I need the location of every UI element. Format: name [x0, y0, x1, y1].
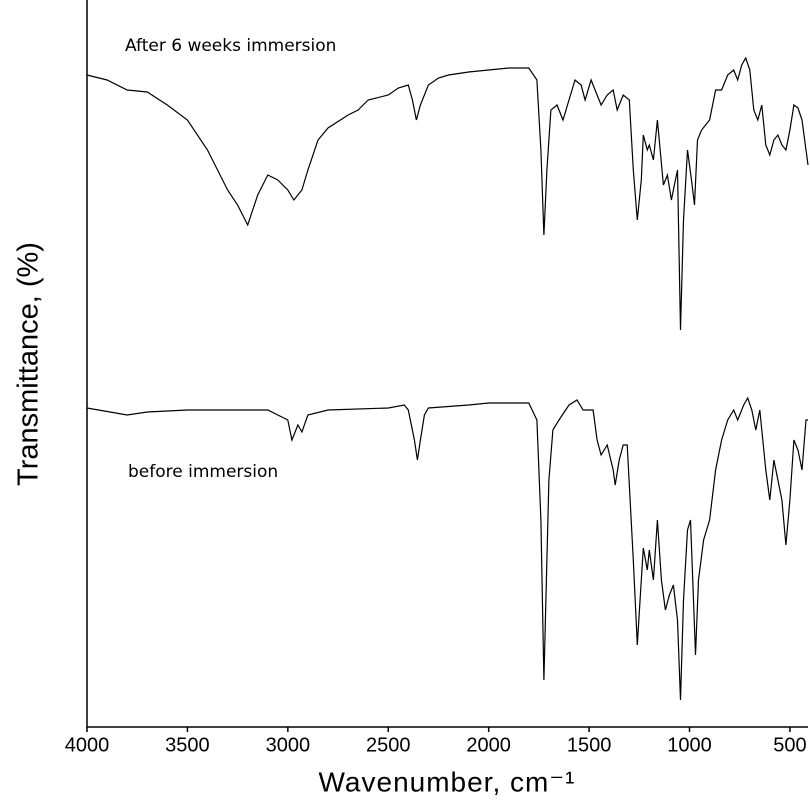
- series-label: After 6 weeks immersion: [125, 36, 336, 56]
- y-axis-label: Transmittance, (%): [13, 242, 45, 486]
- spectrum-line: [86, 56, 809, 331]
- axis-frame: [86, 0, 808, 728]
- x-axis-label: Wavenumber, cm⁻¹: [319, 766, 576, 797]
- x-tick-label: 500: [773, 734, 806, 756]
- x-tick-label: 1500: [567, 734, 612, 756]
- x-tick-label: 1000: [667, 734, 712, 756]
- x-tick-label: 3000: [266, 734, 311, 756]
- series-label: before immersion: [128, 462, 278, 482]
- x-tick-label: 2000: [466, 734, 511, 756]
- x-tick-label: 4000: [65, 734, 110, 756]
- x-tick-label: 2500: [366, 734, 411, 756]
- spectrum-line: [86, 396, 808, 701]
- x-tick-label: 3500: [165, 734, 210, 756]
